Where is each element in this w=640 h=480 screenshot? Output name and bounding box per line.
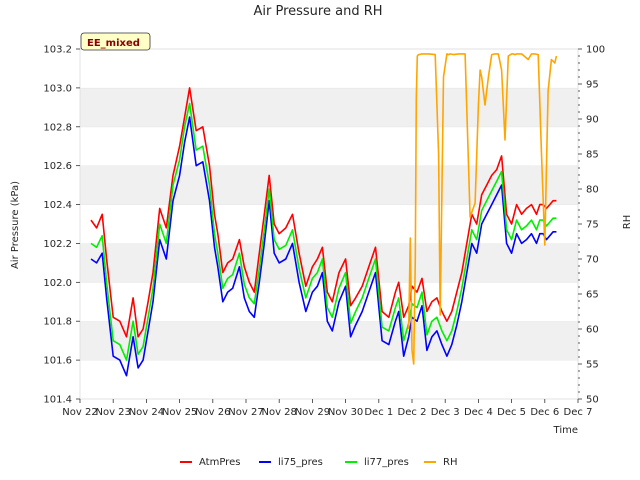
y2-axis-ticks: 50 55 60 65 70 75 80 85 90 95 100: [578, 45, 605, 406]
y-tick-label: 101.6: [43, 356, 72, 367]
ee-mixed-badge: EE_mixed: [80, 32, 151, 51]
grid-band: [80, 49, 578, 88]
y2-axis-title: RH: [622, 215, 633, 229]
grid-band: [80, 360, 578, 399]
y2-tick-label: 95: [586, 80, 599, 91]
x-axis-title: Time: [553, 425, 578, 436]
legend-label: RH: [443, 457, 457, 468]
y-tick-label: 102.8: [43, 122, 72, 133]
y-tick-label: 101.8: [43, 317, 72, 328]
badge-label: EE_mixed: [87, 38, 140, 49]
y-tick-label: 101.4: [43, 395, 72, 406]
x-tick-label: Dec 6: [530, 407, 559, 418]
series-layer: [90, 53, 558, 377]
badge-box: [80, 32, 151, 51]
y2-tick-label: 55: [586, 360, 599, 371]
y2-tick-label: 60: [586, 325, 599, 336]
series-line-rh: [407, 53, 558, 365]
x-tick-label: Nov 30: [328, 407, 363, 418]
legend-label: li75_pres: [278, 457, 323, 468]
y2-tick-label: 90: [586, 115, 599, 126]
series-line-atmpres: [90, 87, 557, 338]
series-line-li77-pres: [90, 102, 557, 361]
y-tick-label: 102.4: [43, 200, 72, 211]
grid-band: [80, 87, 578, 127]
x-tick-label: Dec 4: [464, 407, 493, 418]
y-axis-ticks: 101.4 101.6 101.8 102.0 102.2 102.4 102.6 102.8…: [43, 45, 80, 406]
x-tick-label: Nov 29: [295, 407, 330, 418]
x-tick-label: Nov 22: [62, 407, 97, 418]
y2-tick-label: 80: [586, 185, 599, 196]
series-line-li75-pres: [90, 116, 557, 377]
y2-tick-label: 100: [586, 45, 605, 56]
y2-tick-label: 85: [586, 150, 599, 161]
legend: AtmPres li75_pres li77_pres RH: [180, 457, 457, 468]
y2-tick-label: 65: [586, 290, 599, 301]
x-tick-label: Dec 1: [364, 407, 393, 418]
x-tick-label: Dec 5: [497, 407, 526, 418]
x-tick-label: Dec 3: [431, 407, 460, 418]
x-tick-label: Nov 26: [195, 407, 230, 418]
grid-band: [80, 282, 578, 322]
grid-band: [80, 321, 578, 361]
grid-band: [80, 126, 578, 166]
chart-title: Air Pressure and RH: [253, 4, 382, 19]
y2-tick-label: 50: [586, 395, 599, 406]
y-tick-label: 103.0: [43, 83, 72, 94]
grid-band: [80, 204, 578, 244]
x-tick-label: Nov 25: [162, 407, 197, 418]
x-tick-label: Nov 23: [95, 407, 130, 418]
legend-label: li77_pres: [364, 457, 409, 468]
y-tick-label: 102.6: [43, 161, 72, 172]
y-tick-label: 102.2: [43, 239, 72, 250]
y-tick-label: 102.0: [43, 278, 72, 289]
x-tick-label: Nov 27: [228, 407, 263, 418]
y-axis-title: Air Pressure (kPa): [10, 181, 21, 269]
y-tick-label: 103.2: [43, 45, 72, 56]
y2-tick-label: 75: [586, 220, 599, 231]
y2-tick-label: 70: [586, 255, 599, 266]
legend-label: AtmPres: [199, 457, 240, 468]
x-tick-label: Dec 7: [564, 407, 593, 418]
x-tick-label: Nov 28: [261, 407, 296, 418]
x-tick-label: Dec 2: [398, 407, 427, 418]
x-tick-label: Nov 24: [129, 407, 164, 418]
